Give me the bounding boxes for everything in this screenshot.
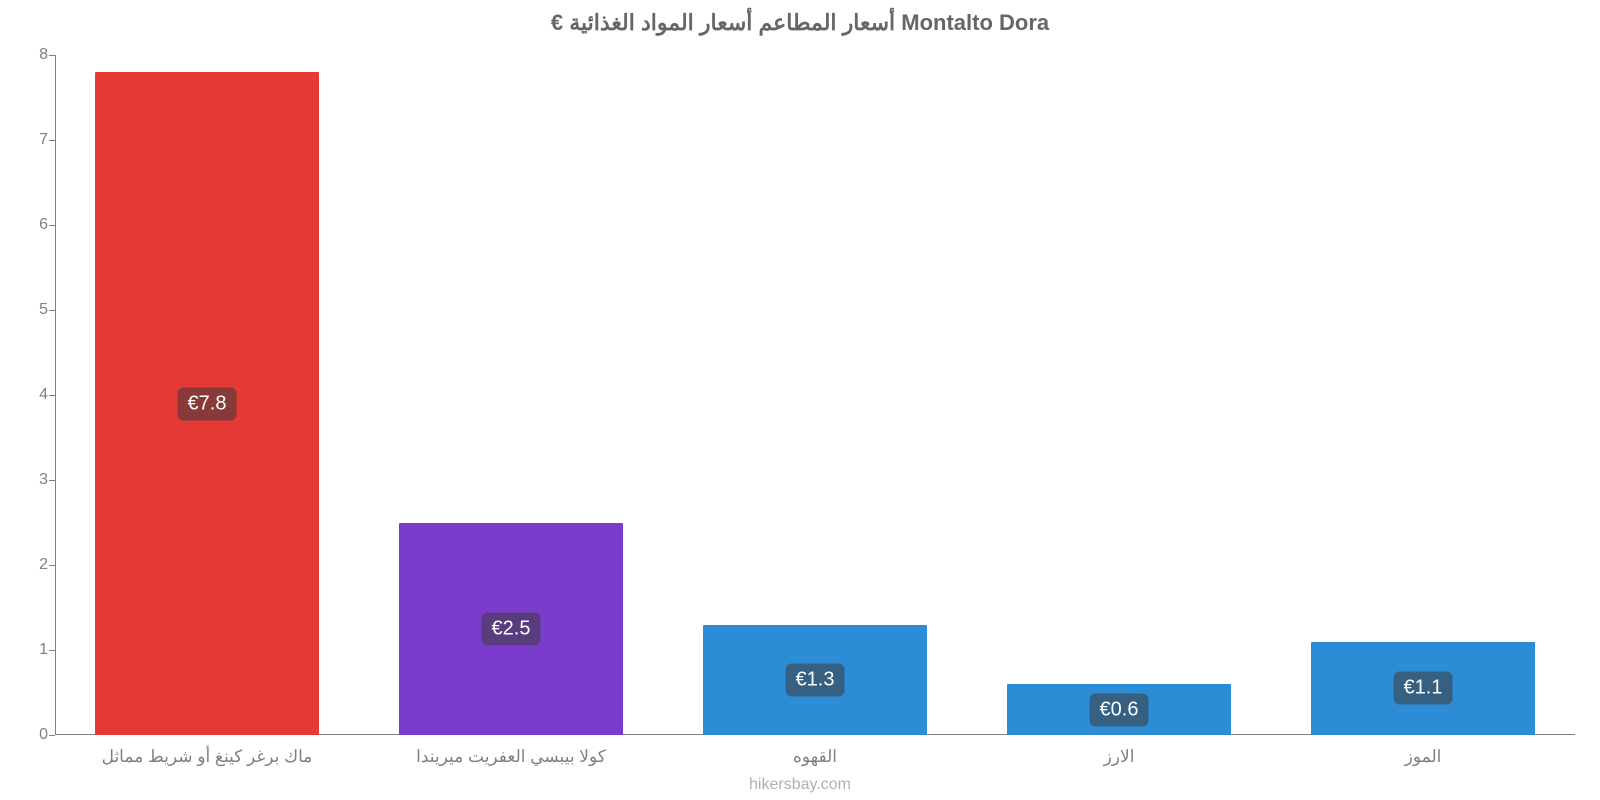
- y-tick-mark: [49, 565, 55, 566]
- y-tick-mark: [49, 395, 55, 396]
- y-tick-mark: [49, 55, 55, 56]
- plot-area: 012345678 €7.8€2.5€1.3€0.6€1.1 ماك برغر …: [55, 55, 1575, 735]
- value-label: €2.5: [482, 612, 541, 645]
- x-tick-label: كولا بيبسي العفريت ميريندا: [416, 747, 606, 767]
- y-tick-mark: [49, 480, 55, 481]
- value-label: €1.1: [1394, 672, 1453, 705]
- x-tick-label: الارز: [1104, 747, 1135, 767]
- value-label: €0.6: [1090, 693, 1149, 726]
- y-tick-label: 0: [20, 726, 48, 744]
- y-tick-mark: [49, 310, 55, 311]
- y-tick-label: 6: [20, 216, 48, 234]
- value-label: €1.3: [786, 663, 845, 696]
- y-tick-label: 1: [20, 641, 48, 659]
- x-tick-label: ماك برغر كينغ أو شريط مماثل: [102, 747, 313, 767]
- y-tick-mark: [49, 225, 55, 226]
- chart-title: € أسعار المطاعم أسعار المواد الغذائية Mo…: [0, 10, 1600, 36]
- y-tick-label: 5: [20, 301, 48, 319]
- y-tick-mark: [49, 140, 55, 141]
- y-tick-mark: [49, 650, 55, 651]
- y-tick-mark: [49, 735, 55, 736]
- y-axis-line: [55, 55, 56, 735]
- y-tick-label: 2: [20, 556, 48, 574]
- value-label: €7.8: [178, 387, 237, 420]
- y-tick-label: 4: [20, 386, 48, 404]
- x-tick-label: الموز: [1405, 747, 1442, 767]
- y-tick-label: 7: [20, 131, 48, 149]
- x-tick-label: القهوه: [793, 747, 837, 767]
- footer-credit: hikersbay.com: [0, 776, 1600, 794]
- y-tick-label: 8: [20, 46, 48, 64]
- y-tick-label: 3: [20, 471, 48, 489]
